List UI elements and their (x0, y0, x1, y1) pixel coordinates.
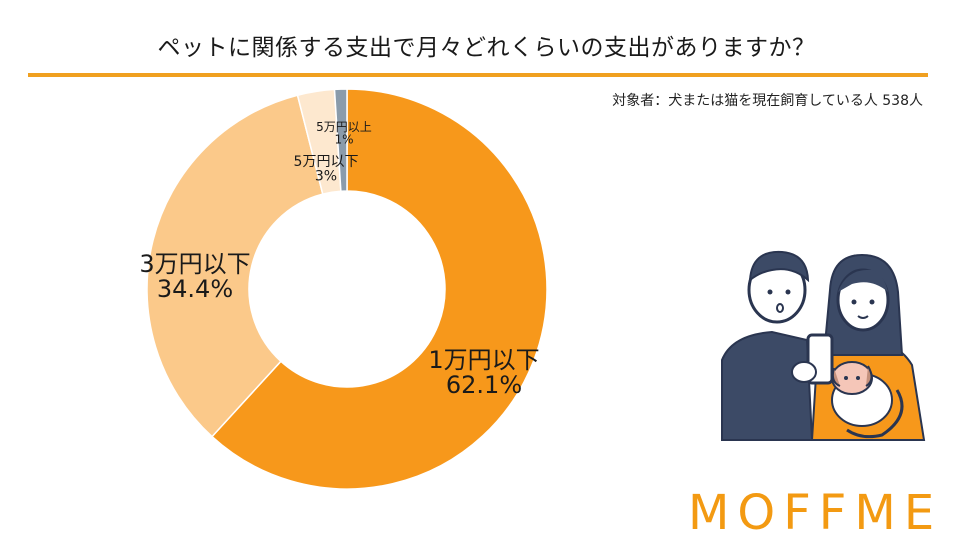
title-underline (28, 73, 928, 77)
slice-value-label-3: 1% (334, 133, 353, 147)
slice-value-label-1: 34.4% (157, 275, 233, 303)
chart-subtitle: 対象者：犬または猫を現在飼育している人 538人 (612, 93, 923, 109)
slice-label-1: 3万円以下 (139, 250, 250, 278)
slice-label-0: 1万円以下 (428, 346, 539, 374)
people-with-dog-illustration (721, 250, 926, 441)
slice-label-2: 5万円以下 (294, 154, 359, 170)
slice-value-label-0: 62.1% (446, 371, 522, 399)
donut-slice-1 (146, 94, 324, 438)
donut-slice-0 (210, 88, 548, 490)
moffme-logo: MOFFME (688, 485, 943, 541)
donut-slice-3 (333, 88, 348, 192)
slice-label-3: 5万円以上 (316, 120, 372, 134)
chart-title: ペットに関係する支出で月々どれくらいの支出がありますか？ (157, 35, 816, 61)
slice-value-label-2: 3% (315, 169, 337, 185)
